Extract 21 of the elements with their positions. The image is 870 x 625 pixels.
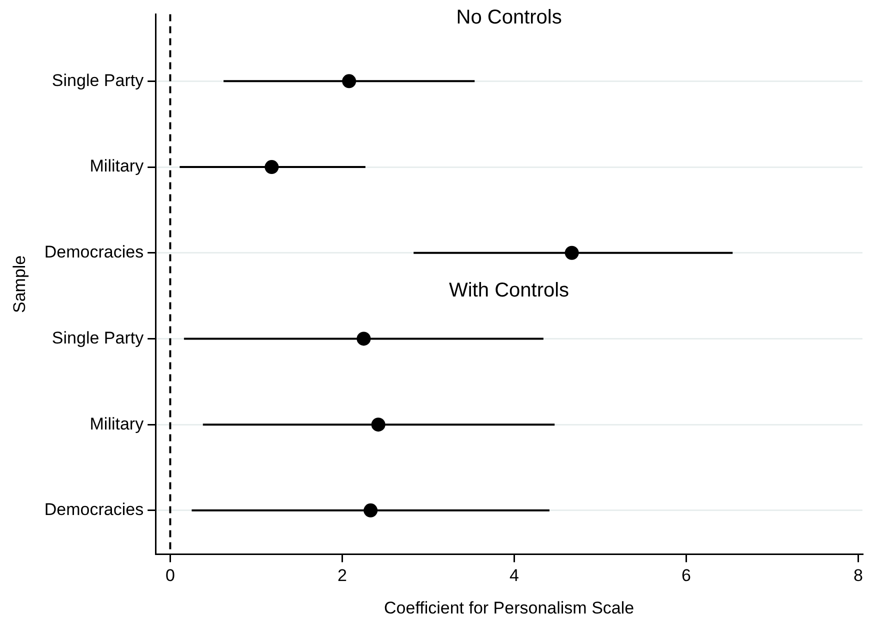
y-axis-title: Sample <box>10 255 29 314</box>
x-tick-label: 8 <box>853 566 863 586</box>
x-tick-label: 4 <box>509 566 519 586</box>
y-tick-label: Military <box>90 414 144 434</box>
chart-title: No Controls <box>456 6 562 29</box>
point <box>264 160 279 174</box>
point <box>356 332 371 346</box>
point <box>342 74 356 88</box>
y-tick-label: Military <box>90 156 144 176</box>
y-tick-label: Democracies <box>44 500 144 520</box>
annotation: With Controls <box>449 279 570 302</box>
x-axis-title: Coefficient for Personalism Scale <box>384 598 634 618</box>
y-tick-label: Single Party <box>52 328 144 348</box>
x-tick-label: 2 <box>337 566 347 586</box>
point <box>364 503 378 518</box>
y-tick-label: Single Party <box>52 70 144 90</box>
point <box>564 246 579 260</box>
x-tick-label: 6 <box>681 566 691 586</box>
x-tick-label: 0 <box>165 566 175 586</box>
point <box>371 418 386 432</box>
y-tick-label: Democracies <box>44 242 144 262</box>
